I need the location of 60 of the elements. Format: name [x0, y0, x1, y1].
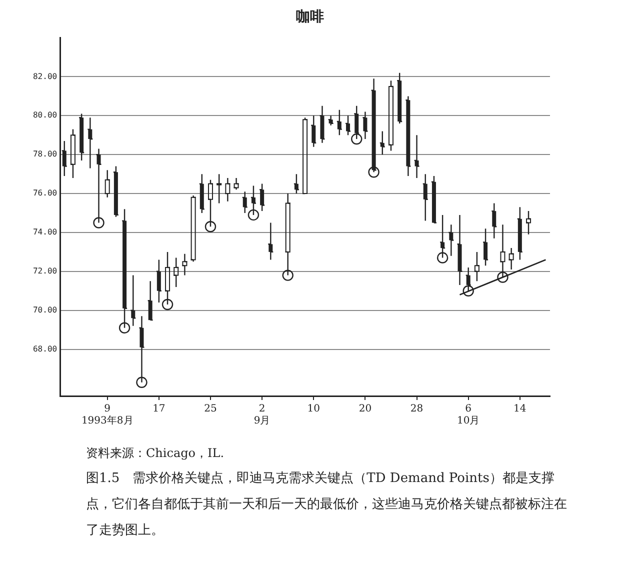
x-tick-label: 9 1993年8月 — [81, 404, 134, 427]
candlestick — [474, 251, 480, 282]
candlestick — [242, 190, 247, 214]
point — [282, 270, 294, 281]
candlestick — [423, 173, 428, 222]
y-tick-label: 74.00 — [32, 228, 58, 237]
x-tick-label: 2 9月 — [254, 404, 270, 427]
point — [248, 209, 260, 221]
chart-title: 咖啡 — [295, 8, 325, 26]
point — [462, 285, 474, 296]
y-tick-label: 76.00 — [32, 188, 58, 198]
point — [204, 221, 216, 232]
candlestick — [406, 96, 410, 177]
candlestick — [148, 280, 152, 321]
point — [93, 217, 104, 228]
candlestick — [190, 194, 196, 262]
y-tick-label: 80.00 — [32, 110, 58, 120]
point — [136, 376, 148, 388]
point — [368, 166, 380, 178]
candlestick — [363, 111, 368, 140]
candlestick — [526, 210, 532, 236]
candlestick — [174, 257, 179, 288]
candlestick — [449, 224, 454, 256]
x-tick-label: 10 — [307, 404, 320, 415]
candlestick — [508, 247, 514, 270]
candlestick — [458, 214, 462, 286]
y-tick-label: 82.00 — [32, 72, 58, 81]
candlestick — [388, 80, 394, 152]
candlestick — [225, 177, 230, 202]
candlestick — [131, 274, 136, 327]
point — [436, 252, 448, 264]
caption: 图1.5 需求价格关键点，即迪马克需求关键点（TD Demand Points）都是支撑点，它们各自都低于其前一天和后一天的最低价，这些迪马克价格关键点都被标注在了走势图上。 — [86, 470, 568, 540]
text: 资料来源：Chicago，IL. — [86, 445, 226, 462]
y-tick-label: 72.00 — [32, 266, 58, 276]
candlestick — [328, 115, 333, 126]
point — [118, 322, 130, 334]
candlestick — [200, 173, 204, 214]
candlestick — [320, 105, 324, 144]
candlestick — [492, 202, 496, 239]
candlestick — [70, 128, 76, 179]
y-tick-label: 70.00 — [32, 305, 58, 314]
y-tick-label: 78.00 — [32, 150, 58, 159]
candlestick — [268, 222, 273, 260]
x-tick-label: 14 — [514, 404, 526, 415]
point — [497, 272, 508, 283]
x-tick-label: 17 — [152, 404, 166, 415]
candlestick — [182, 253, 188, 276]
point — [351, 133, 362, 145]
candlestick — [88, 117, 92, 169]
candlestick — [234, 177, 239, 190]
point — [162, 298, 174, 310]
x-tick-label: 25 — [204, 404, 217, 415]
candlestick — [302, 117, 308, 194]
candlestick — [312, 115, 316, 148]
y-tick-label: 68.00 — [32, 344, 58, 354]
x-tick-label: 28 — [410, 404, 424, 415]
candlestick — [414, 134, 419, 179]
x-tick-label: 20 — [358, 404, 372, 415]
x-tick-label: 6 10月 — [456, 404, 480, 427]
candlestick — [104, 170, 110, 198]
